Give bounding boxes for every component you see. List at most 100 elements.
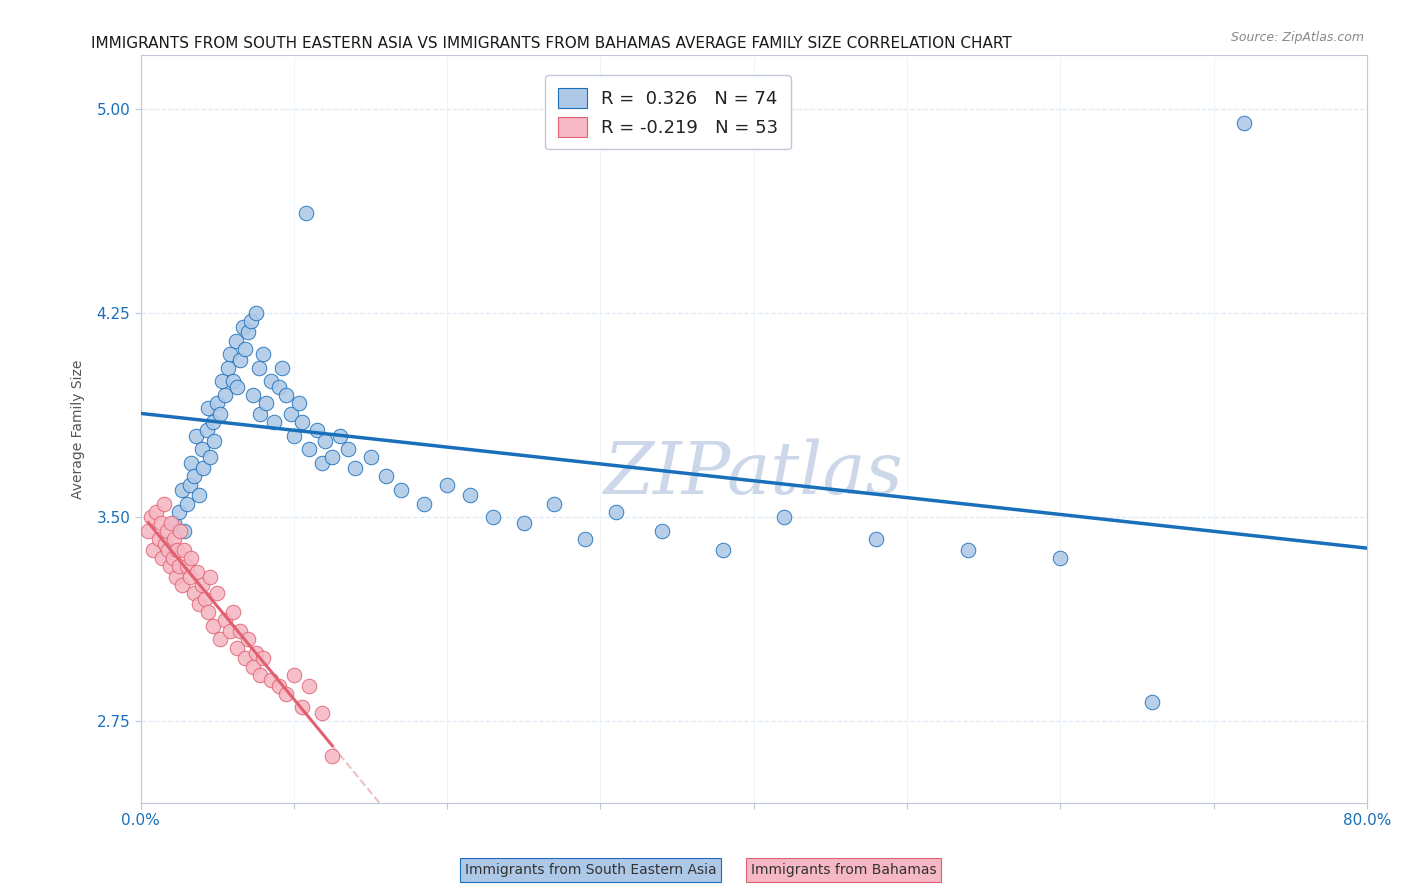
Point — [252, 651, 274, 665]
Legend: R =  0.326   N = 74, R = -0.219   N = 53: R = 0.326 N = 74, R = -0.219 N = 53 — [546, 76, 790, 150]
Point — [214, 388, 236, 402]
Point — [267, 679, 290, 693]
Point — [180, 550, 202, 565]
Point — [186, 565, 208, 579]
Point — [574, 532, 596, 546]
Point — [221, 374, 243, 388]
Point — [1142, 695, 1164, 709]
Text: Immigrants from Bahamas: Immigrants from Bahamas — [751, 863, 936, 877]
Point — [145, 505, 167, 519]
Point — [187, 597, 209, 611]
Point — [773, 510, 796, 524]
Point — [214, 614, 236, 628]
Point — [229, 624, 252, 639]
Point — [263, 415, 285, 429]
Point — [176, 559, 198, 574]
Point — [197, 401, 219, 416]
Point — [156, 524, 179, 538]
Text: Source: ZipAtlas.com: Source: ZipAtlas.com — [1230, 31, 1364, 45]
Point — [179, 570, 201, 584]
Point — [254, 396, 277, 410]
Point — [267, 380, 290, 394]
Point — [149, 516, 172, 530]
Text: ZIPatlas: ZIPatlas — [605, 438, 904, 509]
Point — [321, 450, 343, 465]
Point — [187, 488, 209, 502]
Point — [321, 749, 343, 764]
Point — [191, 442, 214, 457]
Point — [163, 532, 186, 546]
Point — [651, 524, 673, 538]
Point — [211, 374, 233, 388]
Point — [226, 640, 249, 655]
Point — [276, 388, 298, 402]
Point — [152, 497, 174, 511]
Point — [413, 497, 436, 511]
Point — [276, 687, 298, 701]
Point — [1233, 116, 1256, 130]
Point — [141, 510, 163, 524]
Point — [176, 497, 198, 511]
Point — [162, 550, 184, 565]
Point — [218, 624, 240, 639]
Point — [165, 570, 187, 584]
Point — [233, 651, 256, 665]
Point — [482, 510, 505, 524]
Point — [957, 542, 980, 557]
Point — [287, 396, 309, 410]
Point — [193, 461, 215, 475]
Point — [170, 483, 193, 497]
Point — [249, 667, 271, 681]
Point — [153, 537, 176, 551]
Point — [198, 570, 221, 584]
Point — [298, 679, 321, 693]
Point — [232, 319, 254, 334]
Point — [170, 578, 193, 592]
Point — [207, 396, 229, 410]
Point — [217, 360, 239, 375]
Point — [142, 542, 165, 557]
Point — [229, 352, 252, 367]
Point — [245, 646, 267, 660]
Point — [157, 542, 180, 557]
Point — [458, 488, 481, 502]
Point — [436, 477, 458, 491]
Point — [225, 334, 247, 348]
Point — [314, 434, 336, 448]
Point — [218, 347, 240, 361]
Point — [169, 524, 191, 538]
Point — [236, 326, 259, 340]
Point — [163, 516, 186, 530]
Point — [166, 542, 188, 557]
Point — [197, 605, 219, 619]
Point — [1049, 550, 1071, 565]
Point — [543, 497, 565, 511]
Point — [240, 314, 263, 328]
Point — [242, 388, 264, 402]
Point — [179, 477, 201, 491]
Point — [207, 586, 229, 600]
Point — [245, 306, 267, 320]
Point — [209, 632, 232, 647]
Point — [290, 700, 312, 714]
Point — [136, 524, 159, 538]
Point — [194, 591, 217, 606]
Point — [389, 483, 412, 497]
Point — [374, 469, 396, 483]
Point — [605, 505, 627, 519]
Point — [173, 524, 195, 538]
Point — [295, 206, 318, 220]
Point — [260, 374, 283, 388]
Point — [209, 407, 232, 421]
Y-axis label: Average Family Size: Average Family Size — [72, 359, 86, 499]
Point — [242, 659, 264, 673]
Point — [344, 461, 367, 475]
Point — [221, 605, 243, 619]
Point — [148, 532, 170, 546]
Point — [233, 342, 256, 356]
Point — [360, 450, 382, 465]
Point — [198, 450, 221, 465]
Point — [280, 407, 302, 421]
Text: Immigrants from South Eastern Asia: Immigrants from South Eastern Asia — [465, 863, 716, 877]
Point — [311, 456, 333, 470]
